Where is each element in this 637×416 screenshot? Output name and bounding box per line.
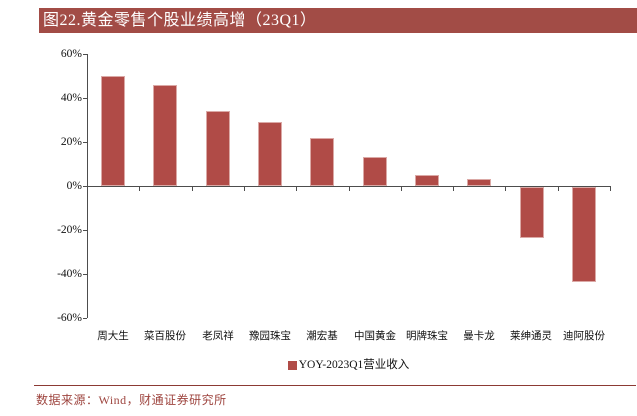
x-tick: [401, 186, 402, 191]
y-tick: [83, 98, 87, 99]
x-tick: [244, 186, 245, 191]
y-tick-label: 20%: [60, 136, 82, 148]
bar: [467, 179, 491, 186]
bar: [258, 122, 282, 186]
x-category-label: 迪阿股份: [563, 331, 605, 342]
bar: [363, 157, 387, 186]
y-tick: [83, 186, 87, 187]
source-note: 数据来源：Wind，财通证券研究所: [36, 393, 227, 407]
x-category-label: 明牌珠宝: [406, 331, 448, 342]
y-tick-label: -60%: [57, 312, 82, 324]
y-tick: [83, 274, 87, 275]
x-tick: [87, 186, 88, 191]
x-tick: [610, 186, 611, 191]
x-category-label: 老凤祥: [202, 331, 234, 342]
figure-title-bar: 图22.黄金零售个股业绩高增（23Q1）: [39, 8, 637, 33]
bar: [153, 85, 177, 186]
x-category-label: 莱绅通灵: [510, 331, 552, 342]
legend-swatch-icon: [287, 361, 297, 370]
x-category-label: 曼卡龙: [463, 331, 495, 342]
x-tick: [505, 186, 506, 191]
bar: [206, 111, 230, 186]
x-axis-line: [87, 186, 610, 187]
x-tick: [349, 186, 350, 191]
y-tick-label: -40%: [57, 268, 82, 280]
chart-legend: YOY-2023Q1营业收入: [87, 358, 610, 373]
x-tick: [296, 186, 297, 191]
x-category-label: 菜百股份: [144, 331, 186, 342]
y-tick-label: 40%: [60, 92, 82, 104]
x-tick: [453, 186, 454, 191]
x-tick: [139, 186, 140, 191]
y-tick: [83, 142, 87, 143]
legend-series-label: YOY-2023Q1营业收入: [298, 359, 410, 371]
x-category-label: 周大生: [97, 331, 129, 342]
x-category-label: 豫园珠宝: [249, 331, 291, 342]
bar: [310, 138, 334, 186]
y-tick-label: 60%: [60, 48, 82, 60]
x-tick: [558, 186, 559, 191]
x-tick: [192, 186, 193, 191]
y-tick: [83, 318, 87, 319]
y-tick: [83, 54, 87, 55]
source-divider: [34, 385, 636, 386]
bar: [101, 76, 125, 186]
x-category-label: 中国黄金: [354, 331, 396, 342]
y-tick: [83, 230, 87, 231]
y-tick-label: 0%: [66, 180, 82, 192]
figure-title: 图22.黄金零售个股业绩高增（23Q1）: [43, 12, 317, 29]
bar: [415, 175, 439, 186]
bar: [572, 187, 596, 282]
x-category-label: 潮宏基: [306, 331, 338, 342]
bar: [520, 187, 544, 238]
y-tick-label: -20%: [57, 224, 82, 236]
